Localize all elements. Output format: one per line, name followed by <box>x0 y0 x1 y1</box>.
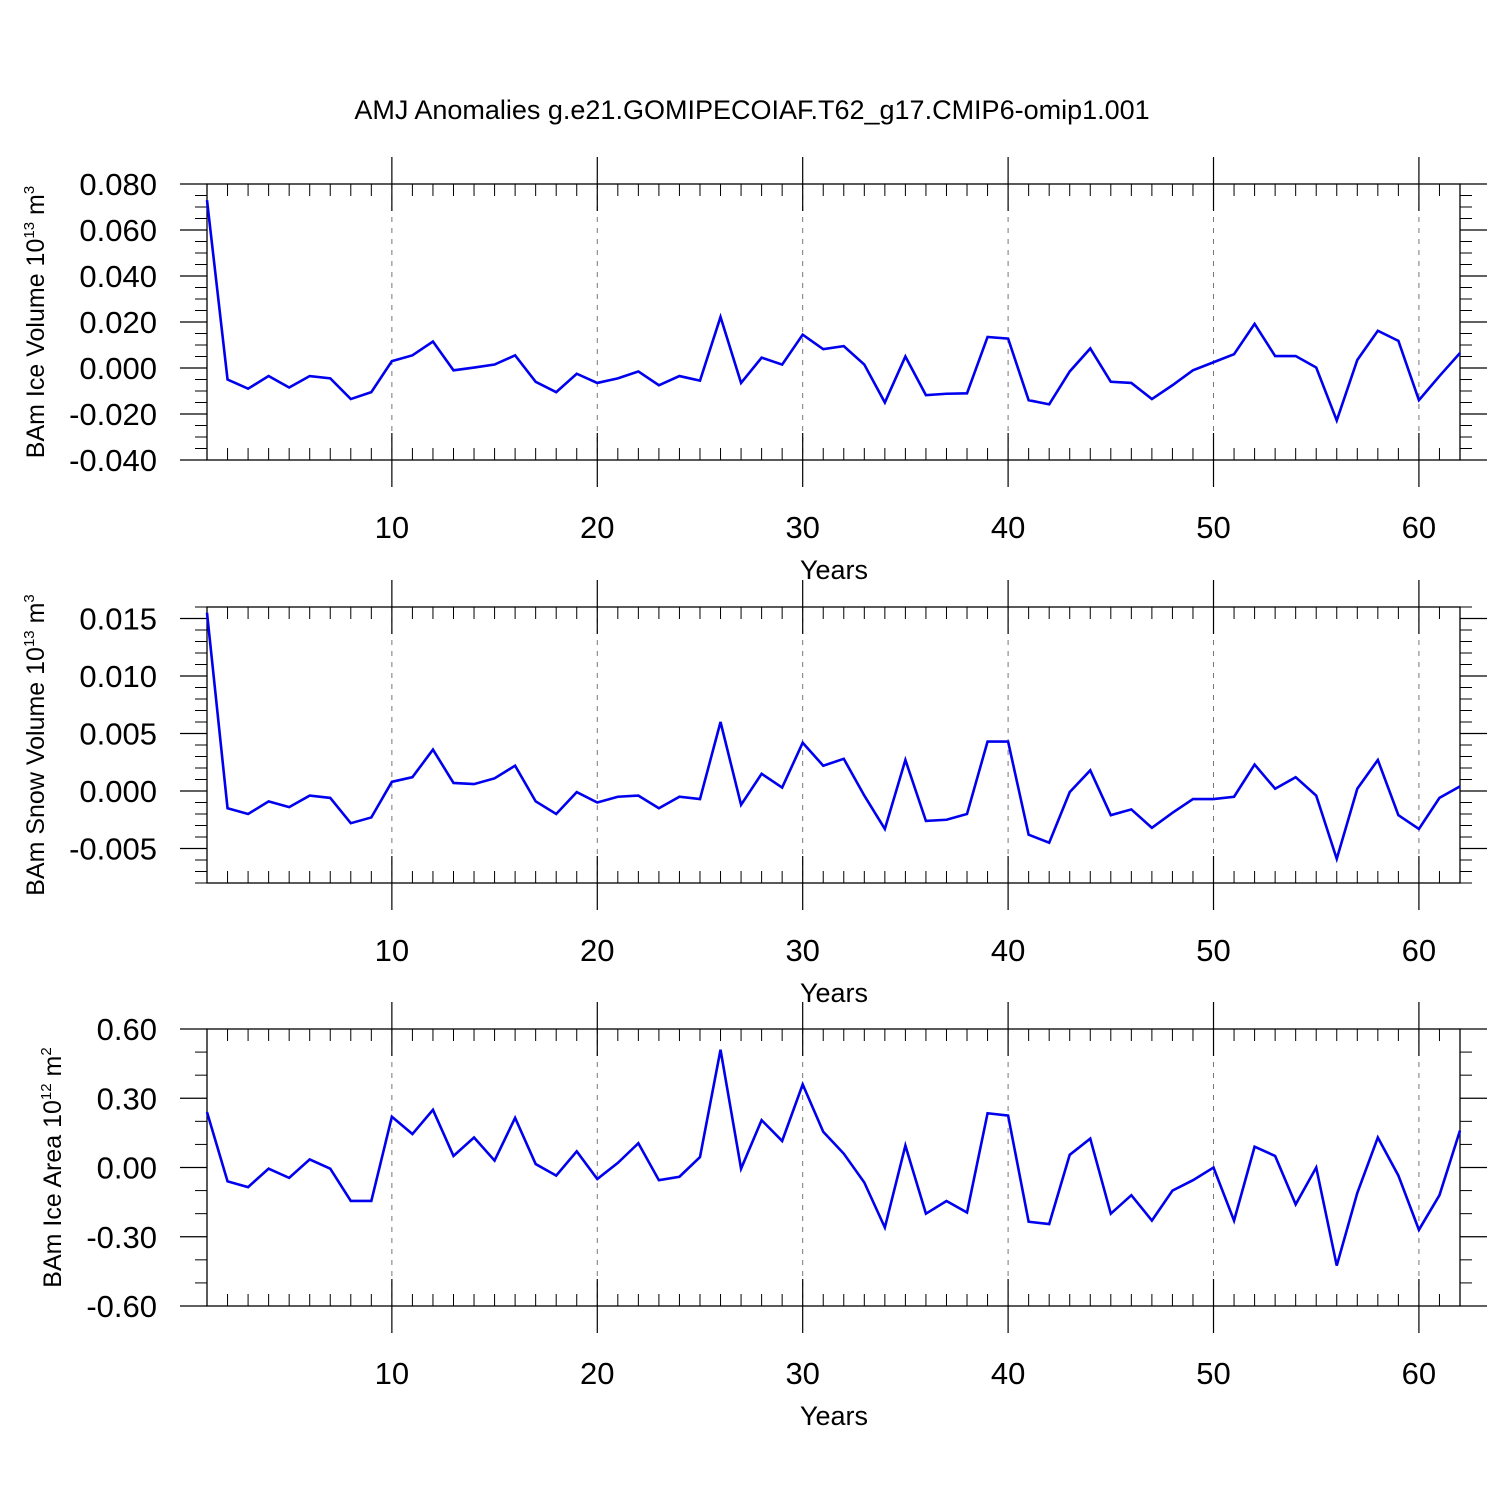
plot-frame <box>206 183 1461 461</box>
y-tick-label: -0.020 <box>69 397 157 432</box>
x-tick-label: 40 <box>991 933 1025 968</box>
x-tick-label: 30 <box>785 510 819 545</box>
y-axis-title: BAm Ice Volume 1013 m3 <box>21 186 50 458</box>
x-tick-label: 50 <box>1196 1356 1230 1391</box>
y-tick-label: -0.040 <box>69 443 157 478</box>
y-axis-title: BAm Ice Area 1012 m2 <box>38 1047 67 1287</box>
y-tick-label: 0.005 <box>79 717 157 752</box>
x-axis-title: Years <box>800 555 868 585</box>
y-tick-label: 0.015 <box>79 602 157 637</box>
panel-ice-volume: -0.040 -0.020 0.000 0.020 0.040 0.060 0.080 10 2… <box>21 157 1487 585</box>
series-line <box>205 612 1461 864</box>
x-tick-label: 10 <box>375 510 409 545</box>
x-tick-label: 50 <box>1196 510 1230 545</box>
y-tick-label: -0.60 <box>86 1289 157 1324</box>
y-tick-label: 0.000 <box>79 774 157 809</box>
x-tick-label: 30 <box>785 1356 819 1391</box>
x-tick-label: 60 <box>1402 1356 1436 1391</box>
y-tick-label: 0.060 <box>79 213 157 248</box>
x-tick-label: 20 <box>580 510 614 545</box>
x-tick-label: 60 <box>1402 510 1436 545</box>
x-axis-title: Years <box>800 1401 868 1431</box>
y-tick-label: 0.010 <box>79 659 157 694</box>
y-tick-label: 0.30 <box>97 1081 157 1116</box>
x-tick-label: 40 <box>991 1356 1025 1391</box>
x-axis-title: Years <box>800 978 868 1008</box>
x-tick-label: 10 <box>375 1356 409 1391</box>
y-tick-label: -0.30 <box>86 1220 157 1255</box>
y-tick-label: 0.60 <box>97 1012 157 1047</box>
series-line <box>205 1049 1462 1266</box>
chart-title: AMJ Anomalies g.e21.GOMIPECOIAF.T62_g17.… <box>354 95 1149 125</box>
x-tick-label: 20 <box>580 933 614 968</box>
x-tick-label: 20 <box>580 1356 614 1391</box>
x-tick-label: 10 <box>375 933 409 968</box>
x-tick-label: 50 <box>1196 933 1230 968</box>
panel-ice-area: -0.60 -0.30 0.00 0.30 0.60 10 20 30 40 50 60 Years B… <box>38 1002 1487 1431</box>
plot-frame <box>206 1028 1461 1307</box>
y-tick-label: -0.005 <box>69 832 157 867</box>
x-tick-label: 60 <box>1402 933 1436 968</box>
x-tick-label: 30 <box>785 933 819 968</box>
series-line <box>205 199 1461 425</box>
y-tick-label: 0.000 <box>79 351 157 386</box>
y-tick-label: 0.080 <box>79 167 157 202</box>
y-axis-title: BAm Snow Volume 1013 m3 <box>21 594 50 896</box>
y-tick-label: 0.020 <box>79 305 157 340</box>
plot-frame <box>206 606 1461 884</box>
panel-snow-volume: -0.005 0.000 0.005 0.010 0.015 10 20 30 40 50 60 Ye… <box>21 580 1487 1008</box>
y-tick-label: 0.040 <box>79 259 157 294</box>
y-tick-label: 0.00 <box>97 1151 157 1186</box>
x-tick-label: 40 <box>991 510 1025 545</box>
